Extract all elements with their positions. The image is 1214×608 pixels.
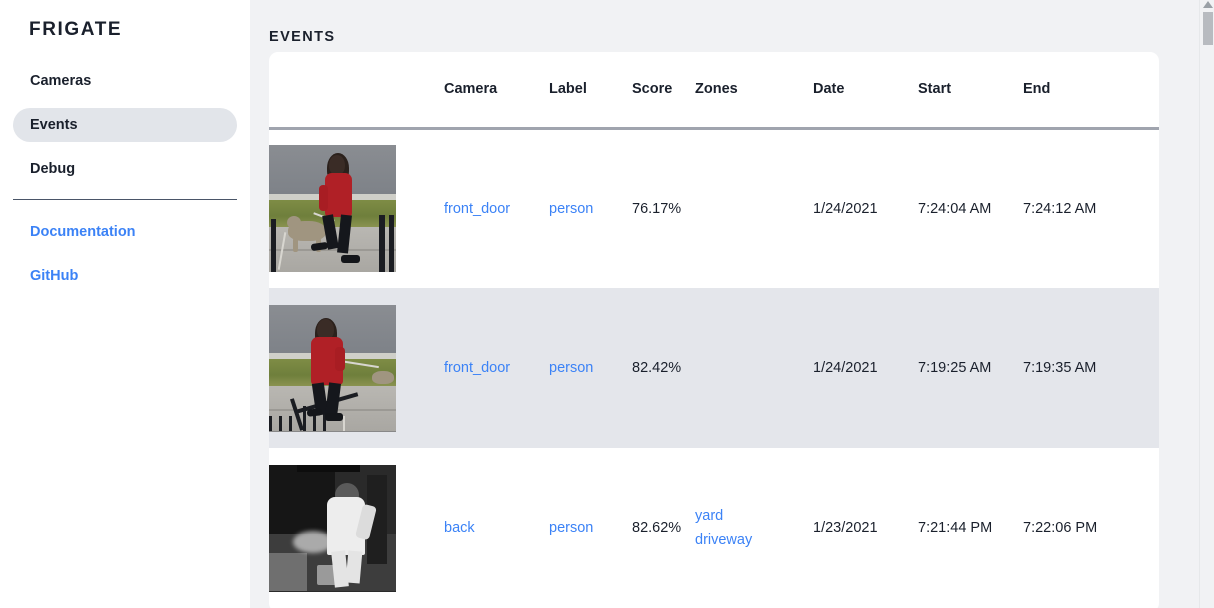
event-camera-link[interactable]: front_door <box>444 200 511 217</box>
event-thumbnail-image[interactable] <box>269 464 396 592</box>
sidebar: FRIGATE Cameras Events Debug Documentati… <box>0 0 250 608</box>
sidebar-item-debug[interactable]: Debug <box>30 161 76 177</box>
event-score-cell: 82.62% <box>632 520 682 536</box>
event-date-cell: 1/23/2021 <box>813 520 878 536</box>
scroll-up-arrow-icon[interactable] <box>1203 1 1213 8</box>
event-camera-cell: back <box>444 448 549 608</box>
sidebar-external-links: Documentation GitHub <box>0 215 250 293</box>
sidebar-item-cameras[interactable]: Cameras <box>30 73 92 89</box>
event-end-cell: 7:19:35 AM <box>1023 360 1097 376</box>
sidebar-link-documentation[interactable]: Documentation <box>30 224 136 240</box>
event-camera-cell: front_door <box>444 128 549 288</box>
event-start-cell: 7:21:44 PM <box>918 520 993 536</box>
event-thumbnail-cell[interactable] <box>269 128 444 288</box>
event-score-cell: 76.17% <box>632 200 682 217</box>
events-card: Camera Label Score Zones Date Start End <box>269 52 1159 608</box>
event-camera-link[interactable]: back <box>444 520 475 536</box>
event-camera-link[interactable]: front_door <box>444 360 511 376</box>
events-table-head: Camera Label Score Zones Date Start End <box>269 52 1159 130</box>
event-thumbnail-image[interactable] <box>269 304 396 432</box>
event-zones-cell <box>695 288 813 448</box>
column-header-label: Label <box>549 52 632 130</box>
table-row[interactable]: front_door person 76.17% 1/24/2021 7:24:… <box>269 128 1159 288</box>
scene-daytime-sidewalk <box>269 304 396 432</box>
event-label-cell: person <box>549 128 632 288</box>
event-zones-cell: yard driveway <box>695 448 813 608</box>
event-label-link[interactable]: person <box>549 520 594 536</box>
event-thumbnail-image[interactable] <box>269 145 396 273</box>
event-score-cell: 82.42% <box>632 360 682 376</box>
event-date-cell: 1/24/2021 <box>813 200 878 217</box>
event-label-link[interactable]: person <box>549 360 594 376</box>
event-zones-cell <box>695 128 813 288</box>
sidebar-nav: Cameras Events Debug <box>0 64 250 200</box>
column-header-thumbnail <box>269 52 444 130</box>
page-title: EVENTS <box>269 28 336 45</box>
app-brand-title: FRIGATE <box>29 19 123 40</box>
sidebar-item-events[interactable]: Events <box>13 108 237 142</box>
vertical-scrollbar[interactable] <box>1199 0 1214 608</box>
column-header-camera: Camera <box>444 52 549 130</box>
event-camera-cell: front_door <box>444 288 549 448</box>
event-date-cell: 1/24/2021 <box>813 360 878 376</box>
table-row[interactable]: front_door person 82.42% 1/24/2021 7:19:… <box>269 288 1159 448</box>
scene-night-infrared <box>269 464 396 592</box>
table-header-row: Camera Label Score Zones Date Start End <box>269 52 1159 130</box>
table-row[interactable]: back person 82.62% yard driveway 1/23/20… <box>269 448 1159 608</box>
event-end-cell: 7:24:12 AM <box>1023 200 1097 217</box>
event-start-cell: 7:24:04 AM <box>918 200 992 217</box>
column-header-date: Date <box>813 52 918 130</box>
column-header-end: End <box>1023 52 1159 130</box>
event-zone-link-driveway[interactable]: driveway <box>695 532 753 548</box>
event-label-link[interactable]: person <box>549 200 594 217</box>
scene-daytime-sidewalk <box>269 145 396 273</box>
column-header-zones: Zones <box>695 52 813 130</box>
main-content: EVENTS Camera Label Score Zones Date Sta… <box>250 0 1214 608</box>
event-thumbnail-cell[interactable] <box>269 288 444 448</box>
event-start-cell: 7:19:25 AM <box>918 360 992 376</box>
events-table: Camera Label Score Zones Date Start End <box>269 52 1159 608</box>
sidebar-divider <box>13 199 237 200</box>
column-header-start: Start <box>918 52 1023 130</box>
vertical-scroll-thumb[interactable] <box>1203 12 1213 45</box>
event-zone-link-yard[interactable]: yard <box>695 508 724 524</box>
event-end-cell: 7:22:06 PM <box>1023 520 1098 536</box>
event-label-cell: person <box>549 448 632 608</box>
column-header-score: Score <box>632 52 695 130</box>
events-table-body: front_door person 76.17% 1/24/2021 7:24:… <box>269 128 1159 608</box>
sidebar-link-github[interactable]: GitHub <box>30 268 79 284</box>
event-label-cell: person <box>549 288 632 448</box>
event-thumbnail-cell[interactable] <box>269 448 444 608</box>
